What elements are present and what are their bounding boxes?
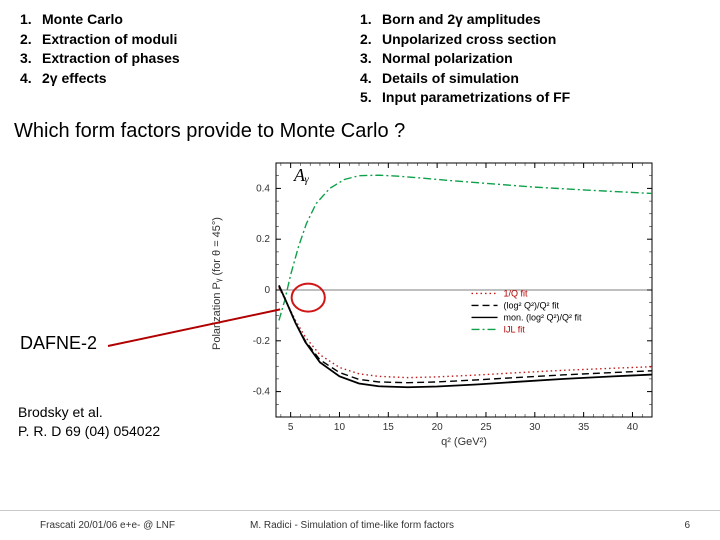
list-item: 3.Extraction of phases: [20, 49, 360, 69]
svg-text:(log² Q²)/Q² fit: (log² Q²)/Q² fit: [504, 300, 560, 310]
svg-text:30: 30: [529, 422, 541, 433]
brodsky-line1: Brodsky et al.: [18, 403, 160, 422]
list-item: 4.2γ effects: [20, 69, 360, 89]
slide-heading: Which form factors provide to Monte Carl…: [0, 114, 720, 147]
left-list: 1.Monte Carlo2.Extraction of moduli3.Ext…: [20, 10, 360, 88]
svg-text:15: 15: [383, 422, 395, 433]
list-item: 2.Extraction of moduli: [20, 30, 360, 50]
svg-text:0.2: 0.2: [256, 234, 270, 245]
polarization-chart: 5 10 15 20 25 30 35 40 -0.4 -0.2 0 0.2 0.4 Aᵧ Polariza…: [200, 147, 680, 452]
dafne-label: DAFNE-2: [20, 333, 97, 354]
svg-text:-0.4: -0.4: [253, 387, 271, 398]
brodsky-citation: Brodsky et al. P. R. D 69 (04) 054022: [18, 403, 160, 441]
list-number: 3.: [360, 49, 382, 69]
list-text: Extraction of moduli: [42, 30, 177, 50]
list-text: Unpolarized cross section: [382, 30, 556, 50]
svg-text:20: 20: [432, 422, 444, 433]
list-item: 1.Born and 2γ amplitudes: [360, 10, 700, 30]
svg-text:40: 40: [627, 422, 639, 433]
list-text: Born and 2γ amplitudes: [382, 10, 541, 30]
svg-text:35: 35: [578, 422, 590, 433]
list-text: Normal polarization: [382, 49, 513, 69]
svg-text:0.4: 0.4: [256, 183, 270, 194]
footer-page-number: 6: [684, 520, 690, 531]
list-item: 3.Normal polarization: [360, 49, 700, 69]
svg-text:25: 25: [480, 422, 492, 433]
footer-left: Frascati 20/01/06 e+e- @ LNF: [40, 520, 175, 531]
svg-text:IJL fit: IJL fit: [504, 324, 526, 334]
list-text: Extraction of phases: [42, 49, 180, 69]
list-item: 4.Details of simulation: [360, 69, 700, 89]
svg-text:1/Q fit: 1/Q fit: [504, 288, 529, 298]
list-text: Input parametrizations of FF: [382, 88, 570, 108]
slide-footer: Frascati 20/01/06 e+e- @ LNF M. Radici -…: [0, 510, 720, 540]
top-lists: 1.Monte Carlo2.Extraction of moduli3.Ext…: [0, 0, 720, 114]
svg-text:10: 10: [334, 422, 346, 433]
svg-text:Aᵧ: Aᵧ: [293, 165, 309, 185]
list-item: 2.Unpolarized cross section: [360, 30, 700, 50]
list-number: 2.: [20, 30, 42, 50]
svg-text:0: 0: [264, 285, 270, 296]
brodsky-line2: P. R. D 69 (04) 054022: [18, 422, 160, 441]
list-text: 2γ effects: [42, 69, 107, 89]
right-list: 1.Born and 2γ amplitudes2.Unpolarized cr…: [360, 10, 700, 108]
list-number: 1.: [360, 10, 382, 30]
list-text: Details of simulation: [382, 69, 519, 89]
list-number: 3.: [20, 49, 42, 69]
list-number: 5.: [360, 88, 382, 108]
list-item: 5.Input parametrizations of FF: [360, 88, 700, 108]
svg-text:q² (GeV²): q² (GeV²): [441, 436, 487, 448]
svg-text:Polarization Pᵧ (for θ = 45°): Polarization Pᵧ (for θ = 45°): [211, 217, 223, 350]
svg-text:mon. (log² Q²)/Q² fit: mon. (log² Q²)/Q² fit: [504, 312, 583, 322]
list-number: 1.: [20, 10, 42, 30]
list-number: 4.: [360, 69, 382, 89]
left-list-block: 1.Monte Carlo2.Extraction of moduli3.Ext…: [20, 10, 360, 108]
list-item: 1.Monte Carlo: [20, 10, 360, 30]
chart-area: 5 10 15 20 25 30 35 40 -0.4 -0.2 0 0.2 0.4 Aᵧ Polariza…: [0, 147, 720, 477]
svg-text:5: 5: [288, 422, 294, 433]
right-list-block: 1.Born and 2γ amplitudes2.Unpolarized cr…: [360, 10, 700, 108]
list-text: Monte Carlo: [42, 10, 123, 30]
list-number: 2.: [360, 30, 382, 50]
svg-text:-0.2: -0.2: [253, 336, 271, 347]
list-number: 4.: [20, 69, 42, 89]
footer-mid: M. Radici - Simulation of time-like form…: [250, 520, 454, 531]
